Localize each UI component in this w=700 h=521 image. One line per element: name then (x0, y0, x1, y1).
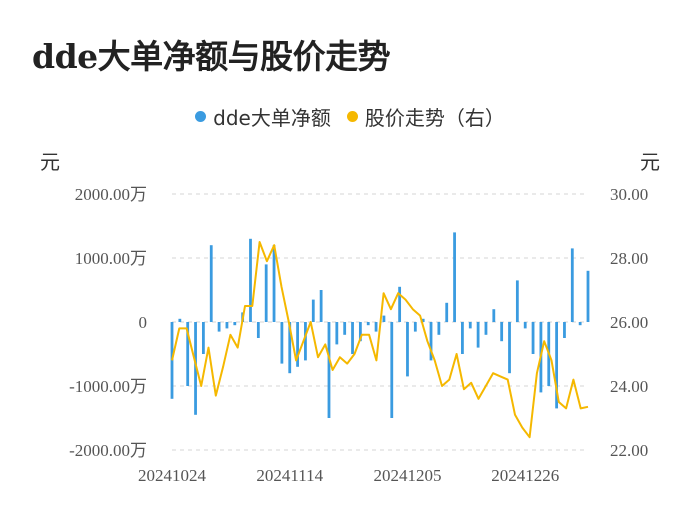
bar (335, 322, 339, 345)
price-line (171, 241, 589, 439)
bar (390, 322, 394, 418)
right-tick-label: 28.00 (610, 249, 648, 268)
bar (186, 322, 190, 386)
bar (515, 280, 519, 322)
bar (311, 299, 315, 322)
line-series (171, 241, 589, 439)
bar (492, 309, 496, 322)
bar (217, 322, 221, 332)
bar (461, 322, 464, 354)
left-tick-label: 2000.00万 (75, 185, 147, 204)
left-axis-unit: 元 (40, 150, 60, 174)
bar (453, 232, 456, 322)
bar (288, 322, 292, 374)
left-tick-label: 1000.00万 (75, 249, 147, 268)
bar (366, 322, 370, 326)
right-axis-unit: 元 (640, 150, 660, 174)
left-tick-label: 0 (139, 313, 148, 332)
x-tick-label: 20241024 (138, 466, 207, 485)
bar (194, 322, 197, 415)
bar (233, 322, 237, 326)
right-tick-label: 24.00 (610, 377, 648, 396)
bar (249, 238, 252, 322)
bar (256, 322, 260, 338)
bar (374, 322, 378, 332)
bar (225, 322, 229, 329)
x-tick-label: 20241205 (373, 466, 441, 485)
left-tick-label: -1000.00万 (69, 377, 147, 396)
bar (476, 322, 480, 348)
bar (351, 322, 354, 354)
x-tick-label: 20241114 (256, 466, 323, 485)
bar (327, 322, 331, 418)
legend-item-dde[interactable]: dde大单净额 (195, 102, 331, 131)
bar (304, 322, 307, 361)
bar (413, 322, 417, 332)
bar (178, 318, 182, 322)
bar (578, 322, 582, 326)
bar (209, 245, 213, 322)
bar (280, 322, 284, 364)
bar (264, 264, 268, 322)
bar (508, 322, 511, 374)
bar (484, 322, 488, 335)
left-tick-label: -2000.00万 (69, 441, 147, 460)
bar (343, 322, 347, 335)
bar (382, 315, 386, 322)
right-tick-label: 22.00 (610, 441, 648, 460)
bar (201, 322, 205, 354)
legend-dot-price (346, 111, 358, 122)
legend-dot-dde (195, 111, 207, 122)
bar (421, 318, 425, 322)
bar (319, 290, 323, 322)
right-tick-label: 30.00 (610, 185, 648, 204)
bar (358, 322, 362, 342)
bar (272, 245, 276, 322)
bar (437, 322, 441, 335)
right-axis-ticks: 30.00 28.00 26.00 24.00 22.00 (610, 185, 648, 460)
bar (296, 322, 299, 367)
bar (500, 322, 504, 342)
x-tick-label: 20241226 (491, 466, 559, 485)
bar (563, 322, 566, 338)
x-axis-ticks: 20241024 20241114 20241205 20241226 (138, 466, 559, 485)
bar (429, 322, 433, 361)
bar (555, 322, 559, 409)
chart-title: dde大单净额与股价走势 (32, 37, 391, 76)
bar (586, 270, 590, 322)
legend: dde大单净额 股价走势（右） (0, 102, 700, 131)
bar (523, 322, 527, 329)
right-tick-label: 26.00 (610, 313, 648, 332)
bar (406, 322, 409, 377)
left-axis-ticks: 2000.00万 1000.00万 0 -1000.00万 -2000.00万 (69, 185, 147, 460)
legend-label-dde: dde大单净额 (213, 106, 331, 130)
bar (468, 322, 472, 329)
bar (398, 286, 402, 322)
legend-item-price[interactable]: 股价走势（右） (346, 102, 505, 131)
legend-label-price: 股价走势（右） (364, 106, 505, 130)
bar (531, 322, 535, 354)
bar (570, 248, 574, 322)
bar (445, 302, 449, 322)
